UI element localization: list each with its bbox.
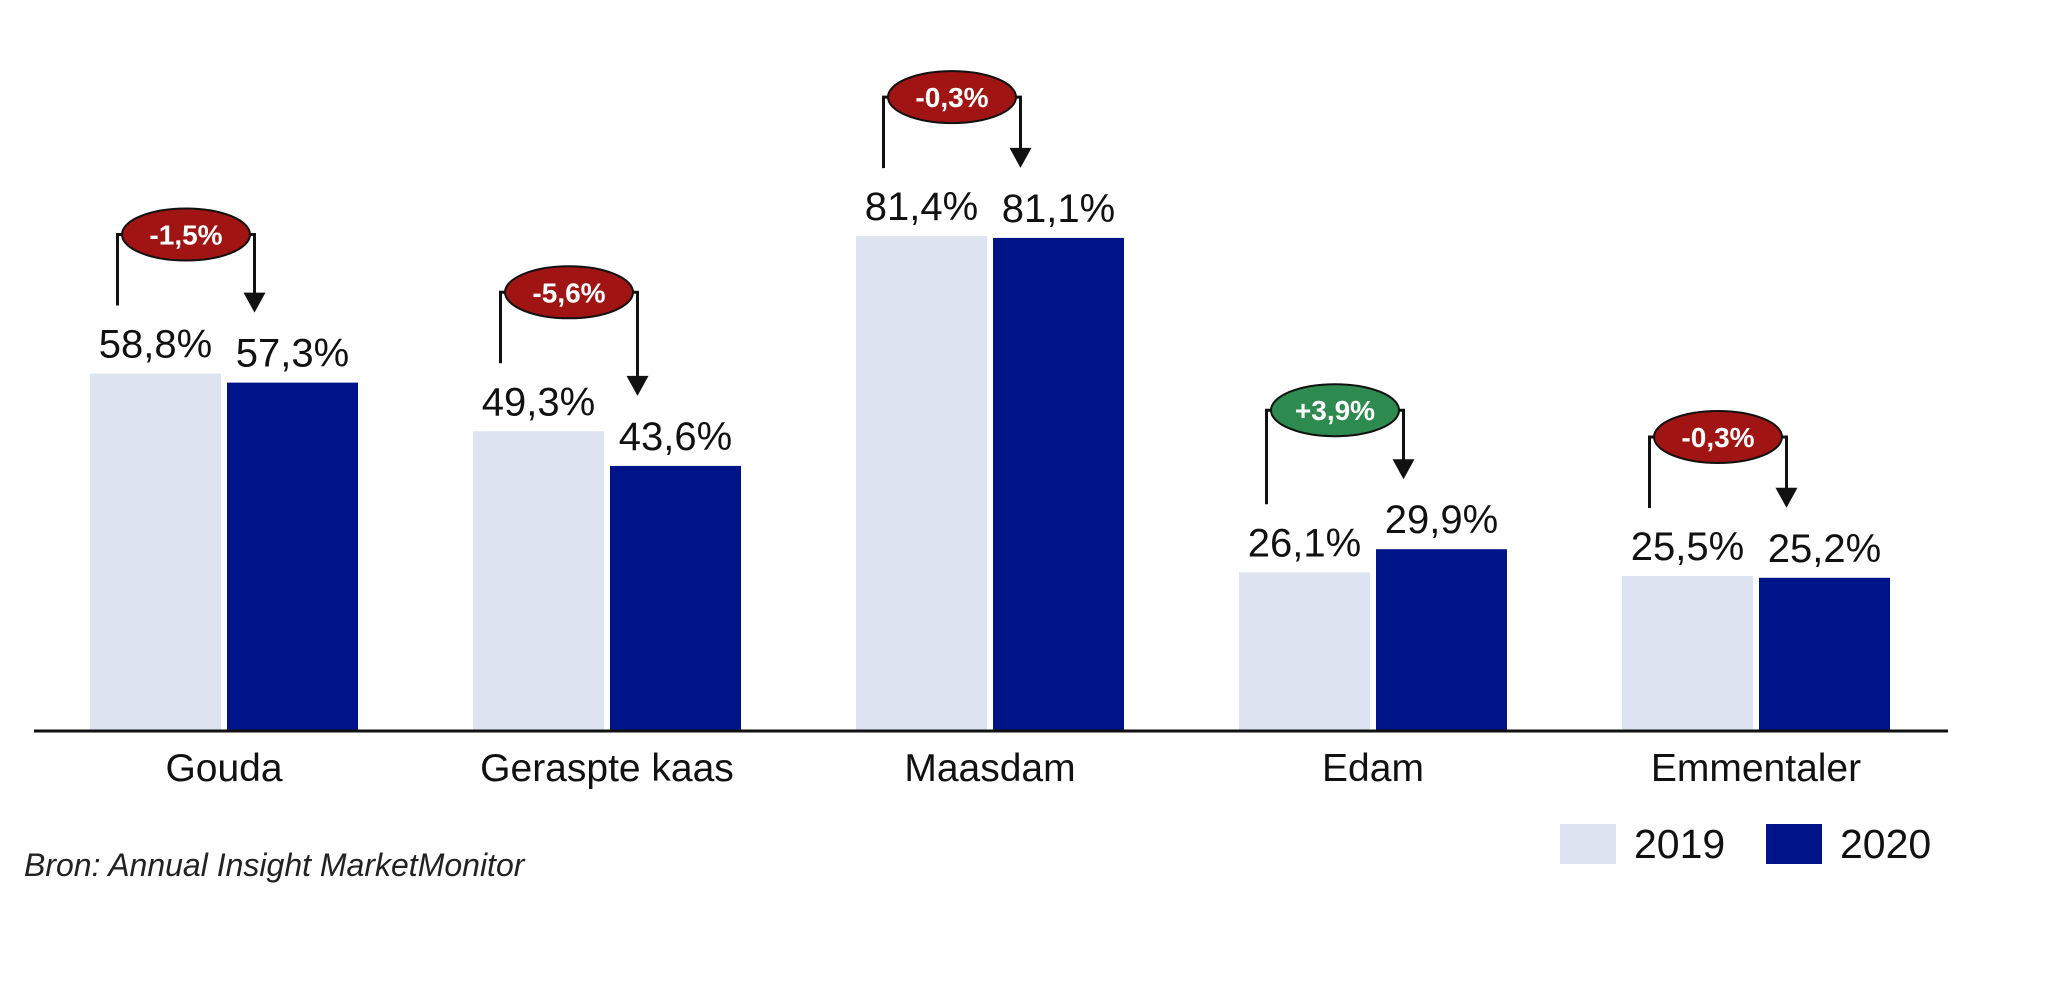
category-label-gouda: Gouda <box>165 747 282 790</box>
change-badge-edam <box>1270 383 1400 438</box>
category-label-geraspte-kaas: Geraspte kaas <box>480 747 734 790</box>
category-label-emmentaler: Emmentaler <box>1651 747 1861 790</box>
legend-label-2020: 2020 <box>1840 821 1931 867</box>
value-label-emmentaler-2020: 25,2% <box>1768 527 1881 571</box>
change-badge-maasdam <box>887 70 1017 125</box>
value-label-emmentaler-2019: 25,5% <box>1631 525 1744 569</box>
bar-edam-2019 <box>1239 572 1370 731</box>
value-label-geraspte-kaas-2019: 49,3% <box>482 380 595 424</box>
legend: 2019 2020 <box>1560 821 1931 867</box>
change-arrow-geraspte-kaas <box>626 375 649 396</box>
bar-geraspte-kaas-2020 <box>610 465 741 731</box>
change-badge-label-edam: +3,9% <box>1295 395 1375 426</box>
change-arrow-maasdam <box>1009 147 1032 168</box>
value-label-maasdam-2019: 81,4% <box>865 185 978 229</box>
value-label-maasdam-2020: 81,1% <box>1002 187 1115 231</box>
value-label-edam-2020: 29,9% <box>1385 498 1498 542</box>
change-arrow-emmentaler <box>1775 487 1798 508</box>
bar-gouda-2020 <box>227 382 358 731</box>
change-badge-gouda <box>121 207 251 262</box>
change-badge-label-gouda: -1,5% <box>149 219 222 250</box>
legend-swatch-2020 <box>1766 824 1822 864</box>
bar-gouda-2019 <box>90 373 221 731</box>
bar-maasdam-2020 <box>993 237 1124 732</box>
category-labels-layer: Gouda Geraspte kaas Maasdam Edam Emmentaler <box>165 747 1861 790</box>
bars-layer <box>90 236 1890 732</box>
change-badge-emmentaler <box>1653 409 1783 464</box>
change-badge-label-emmentaler: -0,3% <box>1681 422 1754 453</box>
change-badge-geraspte-kaas <box>504 265 634 320</box>
bar-geraspte-kaas-2019 <box>473 431 604 731</box>
change-badges-layer: -1,5% -5,6% -0,3% +3,9% -0,3% <box>116 70 1798 508</box>
bar-edam-2020 <box>1376 549 1507 731</box>
value-labels-layer: 58,8% 57,3% 49,3% 43,6% 81,4% 81,1% 26,1% 29,9%… <box>99 185 1881 571</box>
bar-maasdam-2019 <box>856 236 987 731</box>
value-label-geraspte-kaas-2020: 43,6% <box>619 415 732 459</box>
change-badge-label-maasdam: -0,3% <box>915 82 988 113</box>
change-arrow-edam <box>1392 459 1415 480</box>
bar-emmentaler-2020 <box>1759 577 1890 731</box>
category-label-edam: Edam <box>1322 747 1424 790</box>
legend-swatch-2019 <box>1560 824 1616 864</box>
category-label-maasdam: Maasdam <box>904 747 1075 790</box>
change-badge-label-geraspte-kaas: -5,6% <box>532 277 605 308</box>
value-label-edam-2019: 26,1% <box>1248 521 1361 565</box>
legend-label-2019: 2019 <box>1634 821 1725 867</box>
value-label-gouda-2020: 57,3% <box>236 332 349 376</box>
source-note: Bron: Annual Insight MarketMonitor <box>24 847 526 883</box>
change-arrow-gouda <box>243 292 266 313</box>
bar-emmentaler-2019 <box>1622 575 1753 731</box>
value-label-gouda-2019: 58,8% <box>99 322 212 366</box>
